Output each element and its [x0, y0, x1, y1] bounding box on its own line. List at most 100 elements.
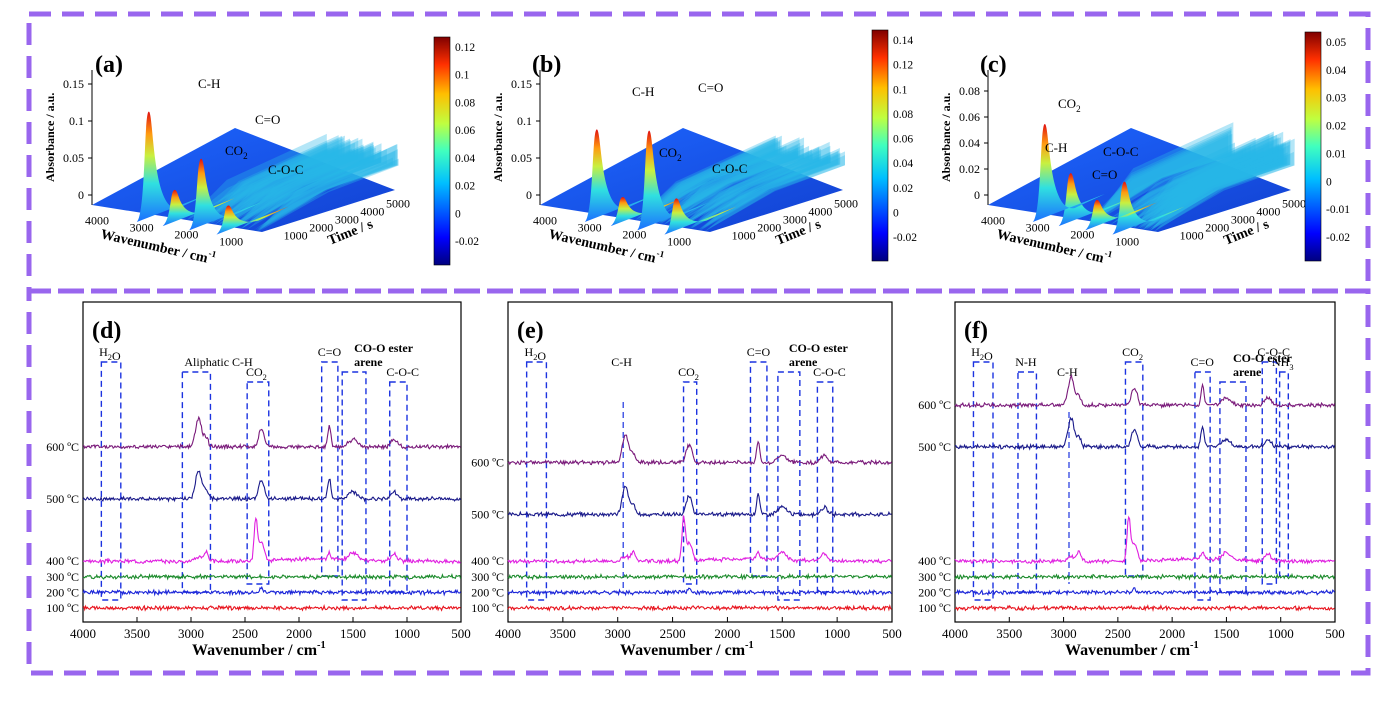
z-tick-label: 0.05: [511, 151, 532, 165]
surface-ridge: [1138, 137, 1279, 229]
x-tick-label: 1000: [394, 626, 420, 641]
surface-ridge: [1106, 147, 1247, 224]
peak-mark: [1058, 173, 1131, 227]
plot-frame: [954, 301, 1336, 623]
x-tick-label: 3000: [605, 626, 631, 641]
surface-ridge: [241, 149, 382, 229]
x-tick-label: 2000: [174, 228, 198, 242]
x-tick-label: 3000: [178, 626, 204, 641]
colorbar-tick-label: 0: [893, 207, 899, 219]
band-label: H2O: [971, 345, 993, 363]
band-label: H2O: [99, 345, 121, 363]
colorbar-tick-label: 0.12: [893, 60, 913, 72]
band-label: C=O: [747, 345, 771, 359]
band-box: [1124, 361, 1144, 577]
series-line: [82, 415, 461, 451]
surface-ridge: [258, 158, 399, 232]
colorbar-tick-label: -0.02: [893, 232, 917, 244]
t-tick-label: 1000: [732, 229, 756, 243]
t-tick-label: 5000: [834, 196, 858, 210]
series-label: 400 ºC: [918, 554, 951, 568]
band-label: arene: [789, 355, 818, 369]
peak-label: CO2: [1058, 96, 1081, 114]
band-label: CO-O ester: [1233, 351, 1293, 365]
series-line: [954, 515, 1335, 565]
band-box: [1219, 381, 1247, 593]
x-tick-label: 4000: [70, 626, 96, 641]
x-tick-label: 1500: [1213, 626, 1239, 641]
peak-mark: [664, 198, 737, 235]
peak-label: CO2: [225, 143, 248, 161]
t-tick-label: 5000: [386, 196, 410, 210]
series-line: [82, 604, 461, 612]
surface-ridge: [1133, 133, 1274, 229]
t-tick-label: 2000: [1205, 221, 1229, 235]
panel-label: (e): [517, 318, 544, 344]
colorbar-tick-label: 0: [455, 208, 461, 220]
x-tick-label: 2000: [622, 228, 646, 242]
surface-ridge: [214, 148, 355, 225]
band-box: [341, 371, 367, 601]
colorbar-tick-label: 0.06: [455, 125, 475, 137]
surface-ridge: [1128, 154, 1269, 228]
plot-frame: [507, 301, 893, 623]
surface-ridge: [199, 148, 340, 223]
band-label: CO-O ester: [354, 341, 414, 355]
peak-mark: [1032, 124, 1105, 223]
series-label: 200 ºC: [471, 585, 504, 599]
band-label: CO2: [1122, 345, 1143, 362]
series-line: [954, 587, 1336, 597]
surface-ridge: [204, 135, 345, 223]
surface-ridge: [1142, 145, 1283, 230]
surface-ridge: [1140, 137, 1281, 230]
colorbar-tick-label: 0.08: [455, 97, 475, 109]
surface-ridge: [202, 135, 343, 223]
series-label: 500 ºC: [918, 440, 951, 454]
series-label: 600 ºC: [471, 455, 504, 469]
colorbar-tick-label: -0.02: [1326, 232, 1350, 244]
z-tick-label: 0.1: [517, 114, 532, 128]
series-line: [82, 585, 462, 597]
peak-mark: [216, 205, 289, 235]
surface-ridge: [1149, 144, 1290, 231]
surface-ridge: [657, 150, 798, 224]
z-axis-title: Absorbance / a.u.: [491, 93, 505, 182]
x-tick-label: 2000: [1070, 228, 1094, 242]
surface-ridge: [1142, 147, 1283, 230]
surface-ridge: [210, 139, 351, 224]
band-label: Aliphatic C-H: [184, 355, 253, 369]
z-axis-title: Absorbance / a.u.: [939, 93, 953, 182]
colorbar: -0.02 0 0.02 0.04 0.06 0.08 0.1 0.12: [433, 36, 479, 266]
z-tick-label: 0.05: [63, 151, 84, 165]
band-box: [777, 371, 801, 601]
x-tick-label: 1000: [824, 626, 850, 641]
t-tick-label: 4000: [1256, 204, 1280, 218]
surface-ridge: [637, 137, 778, 221]
series-label: 300 ºC: [471, 570, 504, 584]
series-line: [83, 516, 461, 566]
x-axis-title: Wavenumber / cm-1: [1065, 640, 1199, 659]
surface-ridge: [635, 135, 776, 221]
peak-label: C=O: [1092, 167, 1117, 182]
colorbar-tick-label: 0.02: [1326, 121, 1346, 133]
surface-ridge: [257, 149, 398, 232]
surface-ridge: [679, 147, 820, 228]
surface-ridge: [218, 148, 359, 226]
band-box: [682, 381, 698, 585]
surface-ridge: [639, 141, 780, 221]
surface-ridge: [187, 141, 328, 221]
surface-ridge: [1129, 133, 1270, 228]
t-tick-label: 3000: [1231, 212, 1255, 226]
surface-ridge: [672, 153, 813, 227]
t-tick-label: 3000: [783, 212, 807, 226]
colorbar: -0.02 0 0.02 0.04 0.06 0.08 0.1 0.12 0.14: [871, 29, 917, 262]
series-label: 100 ºC: [471, 601, 504, 615]
series-label: 600 ºC: [918, 398, 951, 412]
surface-ridge: [697, 151, 838, 231]
z-tick-label: 0.15: [63, 77, 84, 91]
